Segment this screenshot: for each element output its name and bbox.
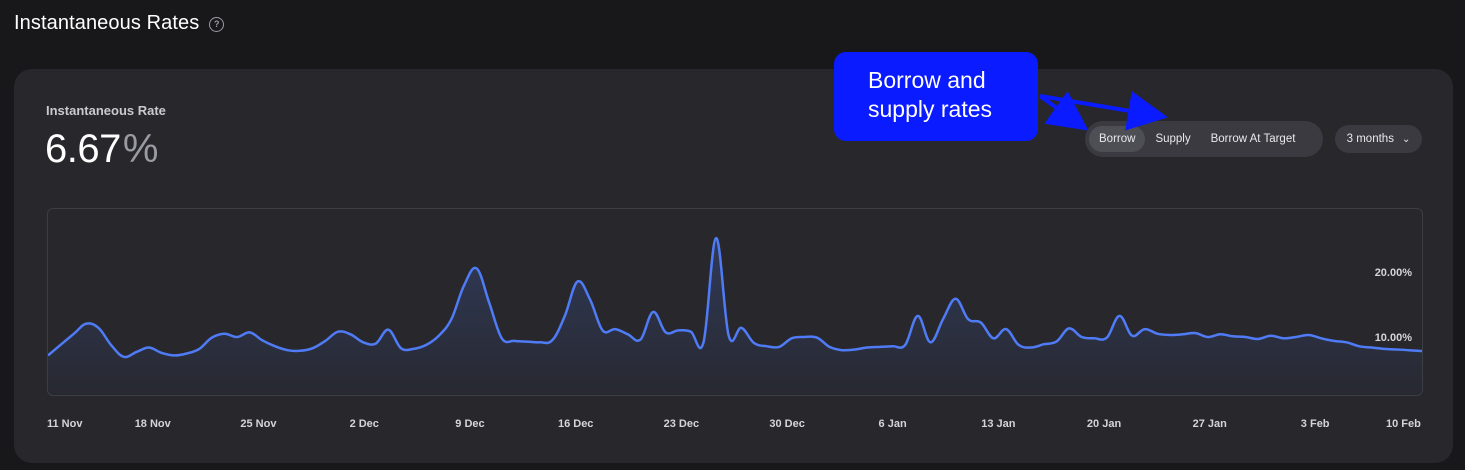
y-tick-label: 20.00% xyxy=(1375,267,1413,279)
y-tick-label: 10.00% xyxy=(1375,332,1413,344)
x-tick-label: 11 Nov xyxy=(47,418,83,430)
x-tick-label: 6 Jan xyxy=(878,418,907,430)
annotation-line-1: Borrow and xyxy=(868,67,986,93)
x-tick-label: 30 Dec xyxy=(769,418,805,430)
x-tick-label: 23 Dec xyxy=(663,418,700,430)
period-label: 3 months xyxy=(1346,133,1394,145)
x-axis: 11 Nov 18 Nov 25 Nov 2 Dec 9 Dec 16 Dec 23 Dec… xyxy=(14,418,1453,438)
x-tick-label: 25 Nov xyxy=(240,418,277,430)
x-tick-label: 3 Feb xyxy=(1300,418,1330,430)
chart-area-fill xyxy=(48,238,1422,395)
rates-card: Instantaneous Rate 6.67% Borrow Supply B… xyxy=(14,69,1453,463)
x-tick-label: 9 Dec xyxy=(455,418,485,430)
tab-borrow-at-target[interactable]: Borrow At Target xyxy=(1210,133,1296,145)
rate-type-tabs: Borrow Supply Borrow At Target xyxy=(1085,121,1323,157)
x-tick-label: 27 Jan xyxy=(1192,418,1227,430)
x-tick-label: 2 Dec xyxy=(349,418,379,430)
rate-number: 6.67 xyxy=(45,127,121,171)
annotation-callout: Borrow and supply rates xyxy=(834,52,1038,141)
rate-value: 6.67% xyxy=(45,127,158,172)
x-tick-label: 20 Jan xyxy=(1086,418,1122,430)
rate-label: Instantaneous Rate xyxy=(46,103,166,118)
page-title: Instantaneous Rates ? xyxy=(14,12,225,35)
page-title-text: Instantaneous Rates xyxy=(14,12,200,34)
x-tick-label: 10 Feb xyxy=(1386,418,1421,430)
chart-series-line xyxy=(48,236,1422,359)
x-tick-label: 13 Jan xyxy=(981,418,1016,430)
rate-unit: % xyxy=(122,127,159,171)
annotation-line-2: supply rates xyxy=(868,96,993,122)
period-dropdown[interactable]: 3 months ⌄ xyxy=(1335,125,1422,153)
chart-area: 20.00% 10.00% xyxy=(47,208,1423,396)
question-circle-icon[interactable]: ? xyxy=(209,17,225,32)
rate-chart: 20.00% 10.00% xyxy=(48,236,1422,395)
tab-supply[interactable]: Supply xyxy=(1155,133,1191,145)
x-tick-label: 16 Dec xyxy=(557,418,594,430)
chevron-down-icon: ⌄ xyxy=(1401,133,1411,145)
tab-borrow[interactable]: Borrow xyxy=(1089,126,1146,152)
x-tick-label: 18 Nov xyxy=(134,418,171,430)
